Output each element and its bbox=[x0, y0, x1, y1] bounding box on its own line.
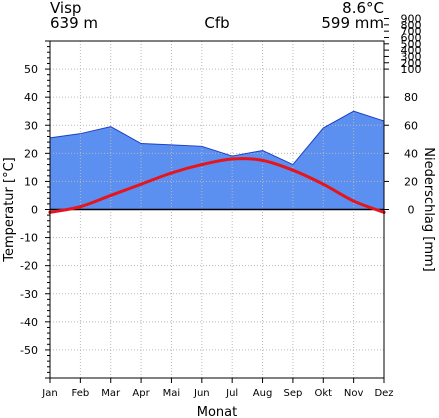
precipitation-tick-label: 400 bbox=[401, 44, 422, 57]
x-axis-title: Monat bbox=[197, 405, 237, 418]
temperature-point bbox=[169, 171, 174, 175]
temperature-point bbox=[352, 199, 356, 203]
month-label: Jun bbox=[193, 388, 210, 399]
temperature-point bbox=[139, 182, 143, 186]
temperature-tick-label: -50 bbox=[20, 344, 38, 357]
precipitation-tick-label: 40 bbox=[404, 147, 418, 160]
y2-axis-title: Niederschlag [mm] bbox=[421, 147, 436, 272]
mean-temperature: 8.6°C bbox=[342, 0, 384, 17]
temperature-point bbox=[78, 205, 82, 209]
temperature-point bbox=[260, 158, 265, 162]
station-elevation: 639 m bbox=[50, 14, 99, 32]
precipitation-tick-label: 60 bbox=[404, 119, 418, 132]
month-label: Jan bbox=[41, 388, 57, 399]
precipitation-tick-label: 100 bbox=[401, 63, 422, 76]
precipitation-tick-label: 600 bbox=[401, 31, 422, 44]
month-label: Mai bbox=[163, 388, 181, 399]
temperature-tick-label: 20 bbox=[24, 147, 38, 160]
precipitation-tick-label: 500 bbox=[401, 38, 422, 51]
month-label: Jul bbox=[225, 388, 238, 399]
month-label: Sep bbox=[283, 388, 302, 399]
month-label: Feb bbox=[72, 388, 90, 399]
temperature-tick-label: -30 bbox=[20, 288, 38, 301]
station-name: Visp bbox=[50, 0, 82, 17]
temperature-tick-label: -40 bbox=[20, 316, 38, 329]
temperature-tick-label: -20 bbox=[20, 260, 38, 273]
precipitation-tick-label: 0 bbox=[408, 204, 415, 217]
temperature-tick-label: 40 bbox=[24, 91, 38, 104]
temperature-point bbox=[230, 157, 234, 161]
climate-class: Cfb bbox=[204, 14, 230, 32]
temperature-point bbox=[291, 168, 295, 172]
temperature-tick-label: 10 bbox=[24, 175, 38, 188]
temperature-point bbox=[321, 182, 325, 186]
temperature-tick-label: -10 bbox=[20, 232, 38, 245]
month-label: Dez bbox=[374, 388, 393, 399]
precipitation-tick-label: 900 bbox=[401, 13, 422, 26]
precipitation-tick-label: 700 bbox=[401, 25, 422, 38]
month-label: Okt bbox=[314, 388, 332, 399]
precipitation-line bbox=[49, 110, 385, 166]
precipitation-tick-label: 300 bbox=[401, 50, 422, 63]
temperature-tick-label: 50 bbox=[24, 63, 38, 76]
month-label: Nov bbox=[344, 388, 364, 399]
temperature-line bbox=[48, 157, 386, 214]
temperature-tick-label: 0 bbox=[31, 204, 38, 217]
annual-precipitation: 599 mm bbox=[321, 14, 384, 32]
precipitation-tick-label: 800 bbox=[401, 19, 422, 32]
temperature-point bbox=[200, 162, 204, 167]
month-label: Apr bbox=[132, 388, 150, 399]
precipitation-tick-label: 200 bbox=[401, 57, 422, 70]
month-label: Mar bbox=[101, 388, 121, 399]
precipitation-tick-label: 80 bbox=[404, 91, 418, 104]
month-label: Aug bbox=[253, 388, 273, 399]
precipitation-tick-label: 20 bbox=[404, 175, 418, 188]
temperature-tick-label: 30 bbox=[24, 119, 38, 132]
y-axis-title: Temperatur [°C] bbox=[2, 157, 17, 263]
temperature-point bbox=[109, 193, 113, 198]
